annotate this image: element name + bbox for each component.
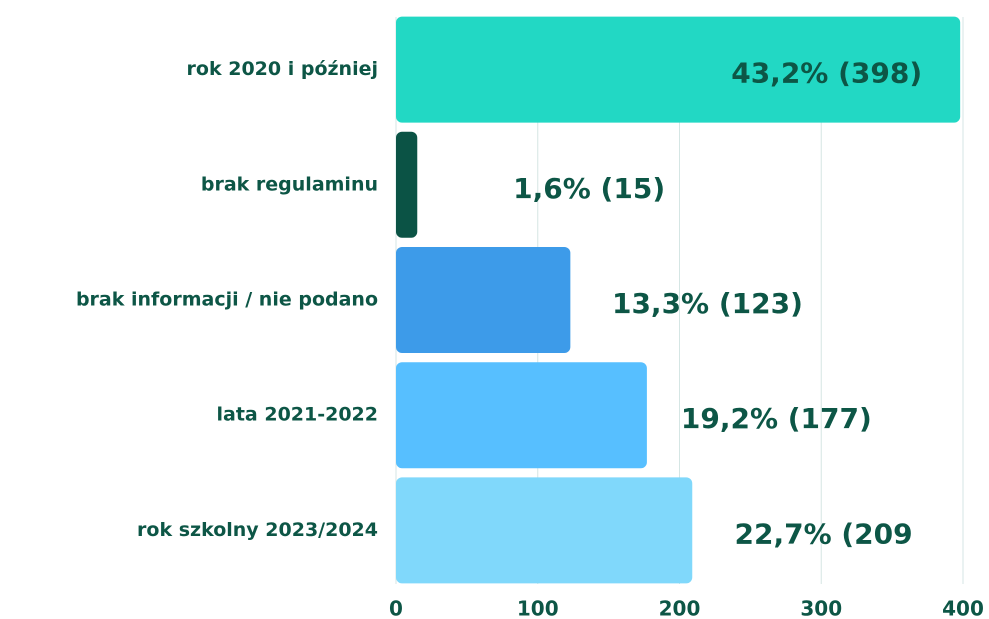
value-label: 43,2% (398) [731,57,922,90]
value-label: 22,7% (209 [734,517,912,550]
value-label: 19,2% (177) [681,402,872,435]
value-label: 13,3% (123) [612,287,803,320]
y-tick-label: brak informacji / nie podano [76,289,378,311]
x-tick-label: 0 [389,597,403,619]
y-tick-label: lata 2021-2022 [217,404,379,426]
x-tick-label: 200 [659,597,701,619]
bar [396,477,693,584]
x-tick-label: 400 [942,597,984,619]
bar [396,362,647,469]
bar [396,131,418,238]
y-tick-label: rok szkolny 2023/2024 [137,519,378,541]
y-tick-label: rok 2020 i później [187,58,378,80]
bar [396,16,961,123]
bar [396,247,571,353]
y-tick-label: brak regulaminu [201,173,378,195]
value-label: 1,6% (15) [513,172,665,205]
x-tick-label: 100 [517,597,559,619]
x-tick-label: 300 [800,597,842,619]
